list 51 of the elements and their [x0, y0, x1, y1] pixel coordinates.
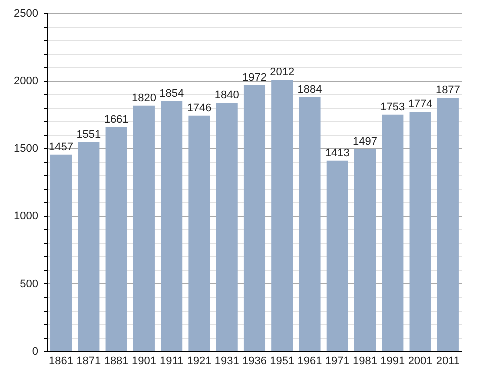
- x-tick-label: 1911: [160, 355, 184, 368]
- x-tick-label: 1961: [298, 355, 322, 368]
- bar: [161, 101, 183, 352]
- x-tick-label: 2001: [408, 355, 433, 368]
- x-tick-label: 1981: [353, 355, 378, 368]
- data-label: 1972: [242, 72, 267, 84]
- bar: [188, 116, 210, 352]
- bar: [216, 103, 238, 352]
- data-label: 1854: [160, 88, 184, 100]
- x-tick-label: 1861: [49, 355, 74, 368]
- bar: [326, 160, 348, 352]
- x-tick-label: 1921: [187, 355, 212, 368]
- y-tick-label: 2500: [14, 8, 38, 20]
- data-label: 1774: [408, 98, 433, 111]
- y-tick-label: 1500: [14, 143, 38, 156]
- data-label: 1884: [298, 84, 322, 96]
- x-tick-label: 1931: [214, 355, 240, 368]
- bar: [437, 98, 459, 352]
- bar: [382, 114, 404, 352]
- bar: [106, 127, 128, 352]
- data-label: 2012: [270, 66, 295, 78]
- y-tick-label: 1000: [14, 210, 38, 223]
- data-label: 1877: [436, 84, 460, 97]
- x-tick-label: 1881: [104, 355, 129, 368]
- x-tick-label: 1871: [76, 355, 102, 368]
- x-tick-label: 1991: [380, 355, 406, 368]
- x-tick-label: 1971: [325, 355, 350, 368]
- bar: [299, 97, 321, 352]
- y-tick-label: 2000: [14, 76, 38, 88]
- bar: [244, 85, 266, 352]
- data-label: 1820: [132, 92, 156, 104]
- bar: [410, 112, 432, 352]
- data-label: 1551: [76, 128, 102, 141]
- bar: [50, 154, 72, 352]
- y-tick-label: 500: [20, 278, 38, 290]
- bar: [354, 150, 376, 352]
- x-tick-label: 1951: [270, 355, 295, 368]
- bar: [78, 142, 100, 352]
- data-label: 1746: [187, 102, 212, 114]
- bar: [133, 106, 155, 352]
- data-label: 1753: [380, 101, 406, 114]
- x-tick-label: 2011: [436, 355, 460, 368]
- data-label: 1840: [214, 90, 240, 102]
- y-tick-label: 0: [32, 346, 38, 358]
- bar: [272, 80, 294, 352]
- x-tick-label: 1901: [132, 355, 156, 368]
- x-tick-label: 1936: [242, 355, 267, 368]
- data-label: 1413: [325, 147, 350, 160]
- data-label: 1497: [353, 136, 378, 148]
- data-label: 1457: [49, 141, 74, 154]
- data-label: 1661: [104, 114, 129, 126]
